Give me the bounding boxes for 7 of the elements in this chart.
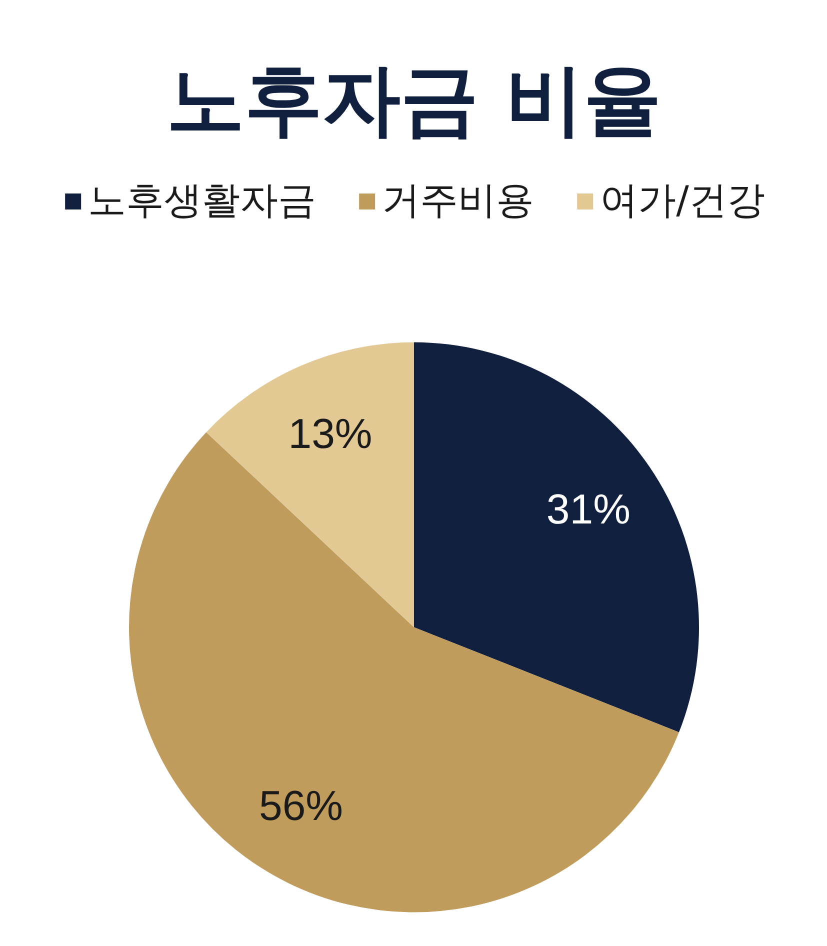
chart-title: 노후자금 비율 <box>166 56 662 146</box>
data-label: 13% <box>288 410 372 458</box>
legend-label: 노후생활자금 <box>88 177 316 224</box>
legend-label: 여가/건강 <box>600 177 765 224</box>
data-label: 31% <box>546 485 630 532</box>
legend-label: 거주비용 <box>382 177 534 224</box>
data-label: 56% <box>258 782 344 829</box>
